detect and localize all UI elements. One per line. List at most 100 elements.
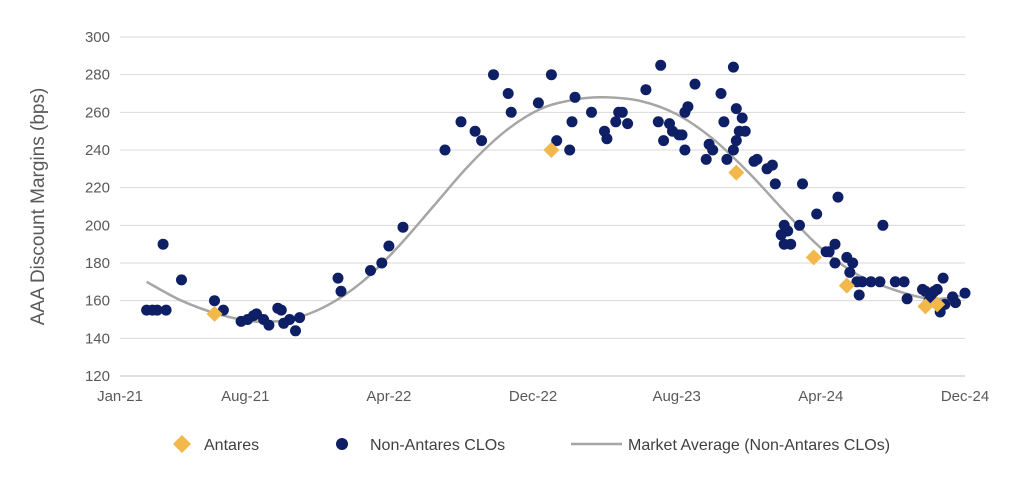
non-antares-point [937,272,949,284]
x-tick-label: Dec-22 [509,388,557,405]
non-antares-point [931,283,943,295]
non-antares-point [811,208,823,220]
non-antares-point [721,153,733,165]
legend-label: Antares [204,437,259,454]
y-tick-label: 120 [85,368,110,385]
non-antares-point [679,144,691,156]
non-antares-point [383,240,395,252]
non-antares-point [551,135,563,147]
non-antares-point [797,178,808,190]
non-antares-point [263,319,275,331]
non-antares-point [157,238,169,250]
x-tick-label: Apr-22 [366,388,411,405]
non-antares-point [455,116,467,128]
non-antares-point [532,97,544,109]
non-antares-point [889,276,901,288]
antares-point [805,249,822,266]
non-antares-point [853,289,865,301]
non-antares-point [655,59,667,71]
non-antares-point [844,266,856,278]
non-antares-point [566,116,578,128]
gridlines [120,36,965,339]
plot-area [141,59,971,337]
y-tick-label: 280 [85,67,110,84]
non-antares-point [832,191,844,203]
non-antares-point [622,118,634,130]
antares-point [543,142,560,158]
non-antares-point [335,285,347,297]
non-antares-point [718,116,730,128]
non-antares-point [730,103,742,115]
x-tick-label: Aug-21 [221,388,269,405]
non-antares-point [959,287,971,299]
non-antares-point [689,78,701,90]
legend-item-non-antares: Non-Antares CLOs [336,437,505,454]
x-tick-label: Aug-23 [652,388,700,405]
non-antares-point [794,219,805,231]
non-antares-point [601,133,613,145]
non-antares-point [877,219,889,231]
non-antares-point [610,116,622,128]
non-antares-point [829,257,841,269]
antares-point [929,296,946,313]
non-antares-point [676,129,688,141]
non-antares-point [769,178,781,190]
non-antares-point [950,297,961,309]
non-antares-point [700,153,712,165]
non-antares-point [160,304,172,316]
non-antares-point [727,61,739,73]
non-antares-point [151,304,163,316]
y-tick-label: 240 [85,142,110,159]
antares-point [728,164,745,181]
non-antares-point [766,159,778,171]
non-antares-point [865,276,877,288]
legend-item-antares: Antares [173,435,259,454]
non-antares-point [616,106,628,118]
non-antares-point [823,246,835,258]
non-antares-point [275,304,287,316]
y-tick-label: 260 [85,104,110,121]
x-tick-label: Apr-24 [798,388,843,405]
non-antares-point [652,116,664,128]
non-antares-point [874,276,886,288]
non-antares-point [751,153,763,165]
antares-point [206,305,223,322]
non-antares-point [829,238,841,250]
non-antares-point [476,135,488,147]
legend-diamond-icon [173,435,191,453]
x-axis-ticks: Jan-21 Aug-21 Apr-22 Dec-22 Aug-23 Apr-24 Dec-… [97,388,989,405]
non-antares-point [847,257,859,269]
non-antares-point [898,276,910,288]
non-antares-point [658,135,670,147]
non-antares-point [727,144,739,156]
non-antares-point [209,295,220,307]
non-antares-point [332,272,344,284]
legend-item-market-average: Market Average (Non-Antares CLOs) [571,437,890,454]
non-antares-point [176,274,187,286]
non-antares-point [715,88,727,99]
y-tick-label: 160 [85,293,110,310]
x-tick-label: Jan-21 [97,388,143,405]
legend: Antares Non-Antares CLOs Market Average (N… [173,435,890,454]
non-antares-point [736,112,748,124]
non-antares-point [707,144,719,156]
antares-point [917,298,934,315]
non-antares-point [545,69,557,81]
legend-label: Market Average (Non-Antares CLOs) [628,437,890,454]
y-tick-label: 220 [85,180,110,197]
non-antares-point [284,314,296,325]
legend-label: Non-Antares CLOs [370,437,505,454]
antares-point [838,277,855,294]
y-tick-label: 140 [85,330,110,347]
y-tick-label: 180 [85,255,110,272]
non-antares-point [502,88,514,99]
non-antares-point [586,106,597,118]
non-antares-point [505,106,517,118]
x-tick-label: Dec-24 [941,388,989,405]
non-antares-point [439,144,451,156]
non-antares-point [730,135,742,147]
non-antares-point [564,144,576,156]
non-antares-point [739,125,751,137]
non-antares-point [397,221,409,233]
